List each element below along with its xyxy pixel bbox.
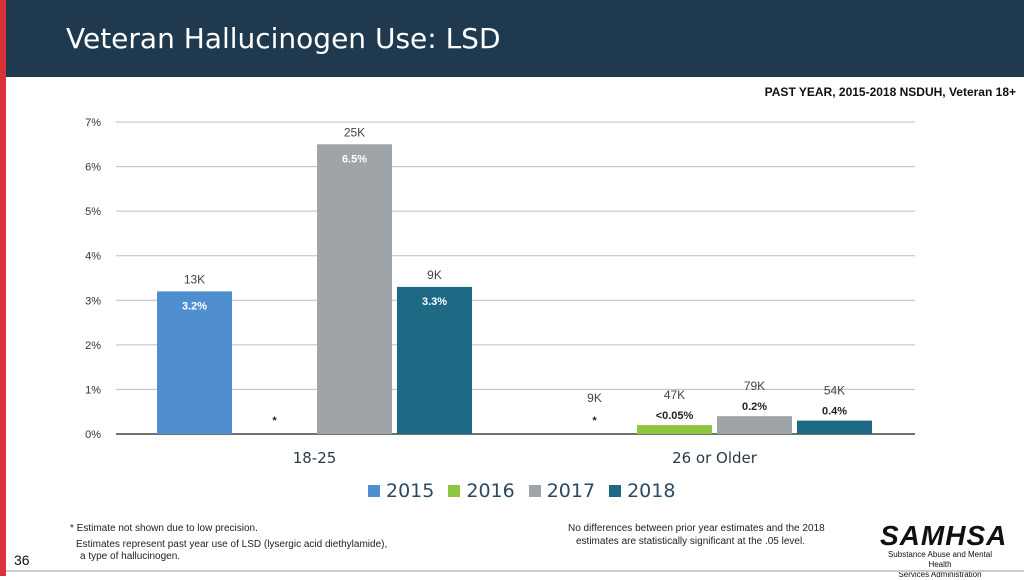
- chart-subtitle: PAST YEAR, 2015-2018 NSDUH, Veteran 18+: [764, 85, 1016, 99]
- legend-item: 2017: [528, 480, 596, 502]
- x-category-label: 26 or Older: [672, 449, 758, 467]
- y-tick-label: 1%: [85, 384, 101, 396]
- data-label: 3.3%: [422, 296, 447, 308]
- legend-label: 2017: [546, 480, 596, 502]
- footer-divider: [6, 570, 1024, 572]
- legend-label: 2016: [466, 480, 515, 502]
- count-label: 47K: [664, 388, 685, 402]
- logo-subtitle-2: Services Administration: [898, 570, 982, 579]
- header-accent-bar: [0, 0, 6, 77]
- page-title: Veteran Hallucinogen Use: LSD: [66, 22, 501, 55]
- data-label: 0.4%: [822, 406, 847, 418]
- samhsa-logo: SAMHSA Substance Abuse and Mental Health…: [880, 520, 1008, 580]
- side-accent-bar: [0, 77, 6, 576]
- count-label: 13K: [184, 272, 205, 286]
- data-label: *: [592, 415, 597, 427]
- footnote-significance-1: No differences between prior year estima…: [568, 523, 825, 534]
- data-label: *: [272, 415, 277, 427]
- legend-item: 2015: [368, 480, 434, 502]
- y-tick-label: 3%: [85, 295, 101, 307]
- data-label: <0.05%: [656, 410, 694, 422]
- y-tick-label: 7%: [85, 117, 101, 129]
- count-label: 79K: [744, 379, 765, 393]
- y-tick-label: 4%: [85, 251, 101, 263]
- legend-item: 2018: [609, 480, 675, 502]
- header-bar: Veteran Hallucinogen Use: LSD: [0, 0, 1024, 77]
- count-label: 54K: [824, 384, 845, 398]
- bar: [397, 286, 472, 434]
- legend-swatch: [368, 485, 380, 497]
- y-tick-label: 6%: [85, 162, 101, 174]
- bar: [797, 420, 872, 434]
- count-label: 25K: [344, 125, 365, 139]
- legend-item: 2016: [448, 480, 515, 502]
- legend-label: 2018: [627, 480, 676, 502]
- bar: [317, 144, 392, 435]
- logo-subtitle-1: Substance Abuse and Mental Health: [887, 550, 993, 569]
- footnote-hallucinogen: a type of hallucinogen.: [80, 551, 181, 562]
- legend-swatch: [448, 485, 461, 497]
- chart-legend: 2015 2016 2017 2018: [368, 480, 675, 502]
- logo-wordmark: SAMHSA: [880, 520, 1008, 551]
- legend-swatch: [609, 485, 622, 497]
- y-tick-label: 2%: [85, 340, 101, 352]
- count-label: 9K: [587, 391, 602, 405]
- data-label: 0.2%: [742, 401, 767, 413]
- y-tick-label: 5%: [85, 206, 101, 218]
- data-label: 3.2%: [182, 300, 207, 312]
- count-label: 9K: [427, 268, 442, 282]
- bar: [157, 291, 232, 434]
- footnote-significance-2: estimates are statistically significant …: [576, 536, 805, 547]
- footnote-low-precision: * Estimate not shown due to low precisio…: [70, 523, 258, 534]
- bar: [637, 425, 712, 434]
- legend-swatch: [528, 485, 541, 497]
- data-label: 6.5%: [342, 153, 367, 165]
- y-tick-label: 0%: [85, 429, 101, 441]
- x-category-label: 18-25: [293, 449, 337, 467]
- page-number: 36: [14, 552, 30, 568]
- legend-label: 2015: [386, 480, 435, 502]
- bar: [717, 416, 792, 434]
- footnote-estimates: Estimates represent past year use of LSD…: [76, 539, 388, 550]
